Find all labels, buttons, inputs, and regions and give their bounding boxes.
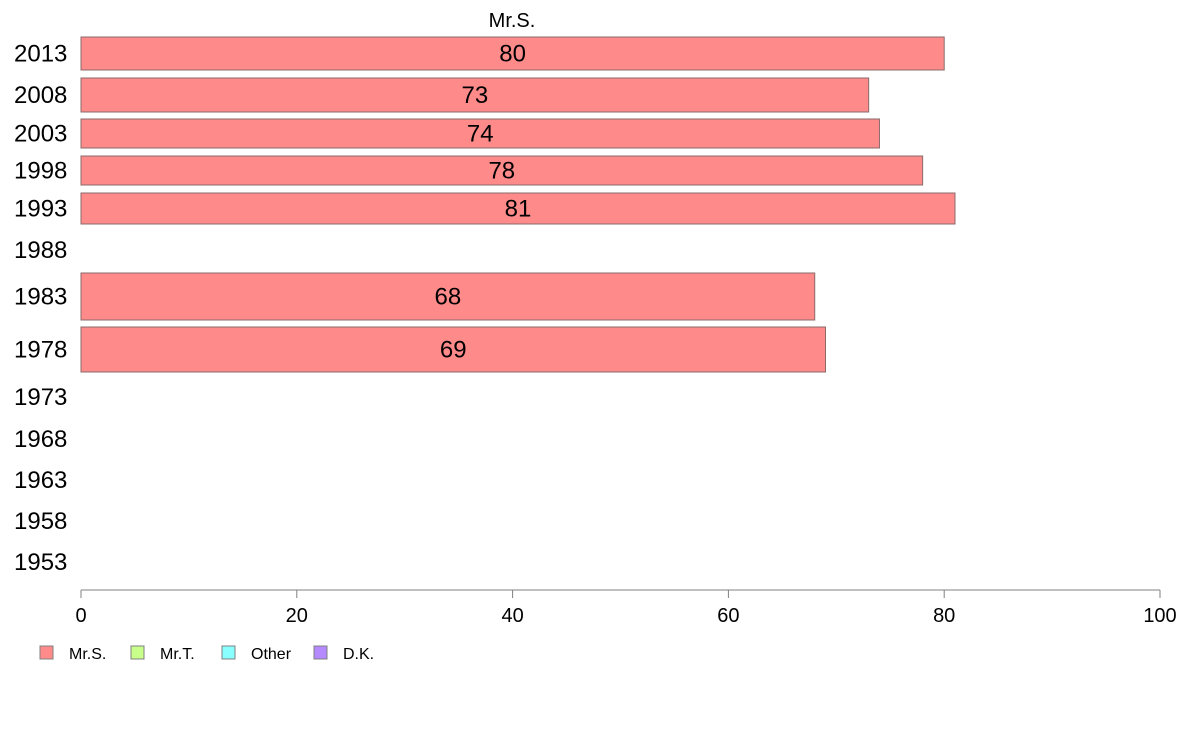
x-tick-label: 20 bbox=[286, 605, 308, 627]
column-header: Mr.S. bbox=[489, 10, 536, 32]
category-label: 1973 bbox=[14, 384, 67, 411]
bar-value-label: 68 bbox=[435, 284, 462, 311]
legend-label: Mr.S. bbox=[69, 646, 106, 663]
category-label: 2003 bbox=[14, 121, 67, 148]
bar-value-label: 78 bbox=[488, 158, 515, 185]
bar bbox=[80, 272, 816, 321]
x-tick-label: 0 bbox=[75, 605, 86, 627]
bar bbox=[80, 36, 945, 71]
bar bbox=[80, 77, 870, 113]
bar bbox=[80, 326, 827, 373]
bar bbox=[80, 118, 880, 149]
legend-swatch bbox=[130, 645, 145, 660]
legend-swatch bbox=[221, 645, 236, 660]
x-axis: 0 20 40 60 80 100 bbox=[75, 589, 1177, 627]
x-tick-label: 100 bbox=[1143, 605, 1176, 627]
category-label: 1963 bbox=[14, 467, 67, 494]
category-label: 1993 bbox=[14, 196, 67, 223]
category-label: 1988 bbox=[14, 237, 67, 264]
category-labels: 2013 2008 2003 1998 1993 1988 1983 1978 1973 1968… bbox=[14, 41, 67, 577]
legend-label: D.K. bbox=[343, 646, 374, 663]
legend-swatch bbox=[39, 645, 54, 660]
legend-label: Mr.T. bbox=[160, 646, 195, 663]
category-label: 1958 bbox=[14, 508, 67, 535]
bar-value-label: 69 bbox=[440, 337, 467, 364]
legend-swatch bbox=[313, 645, 328, 660]
category-label: 1983 bbox=[14, 284, 67, 311]
bar-value-label: 74 bbox=[467, 121, 494, 148]
x-tick-label: 40 bbox=[501, 605, 523, 627]
x-tick-label: 60 bbox=[717, 605, 739, 627]
category-label: 1998 bbox=[14, 158, 67, 185]
bar bbox=[80, 155, 924, 186]
legend: Mr.S. Mr.T. Other D.K. bbox=[39, 645, 374, 663]
bar bbox=[80, 192, 956, 225]
bar-value-label: 81 bbox=[505, 196, 532, 223]
category-label: 2013 bbox=[14, 41, 67, 68]
bar-value-label: 73 bbox=[461, 82, 488, 109]
x-tick-label: 80 bbox=[933, 605, 955, 627]
category-label: 1978 bbox=[14, 337, 67, 364]
category-label: 1953 bbox=[14, 549, 67, 576]
category-label: 1968 bbox=[14, 426, 67, 453]
category-label: 2008 bbox=[14, 82, 67, 109]
bars-layer: 80 73 74 78 81 68 69 bbox=[80, 36, 956, 373]
bar-value-label: 80 bbox=[499, 41, 526, 68]
legend-label: Other bbox=[251, 646, 292, 663]
